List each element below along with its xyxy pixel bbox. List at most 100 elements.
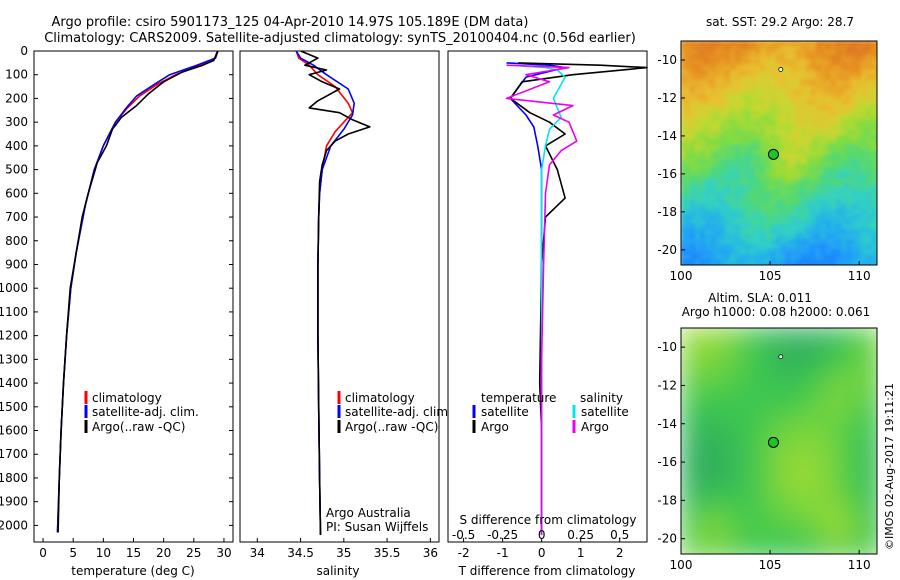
heat-cell [815,347,823,355]
heat-cell [725,69,733,77]
heat-cell [730,422,738,430]
heat-cell [775,442,783,450]
heat-cell [760,199,768,207]
heat-cell [700,422,708,430]
heat-cell [720,467,728,475]
heat-cell [745,229,753,237]
heat-cell [820,482,828,490]
heat-cell [795,219,803,227]
heat-cell [755,104,763,112]
heat-cell [740,104,748,112]
legend-t-satellite: satellite [481,405,529,419]
heat-cell [775,477,783,485]
heat-cell [705,189,713,197]
heat-cell [730,119,738,127]
heat-cell [765,139,773,147]
y-tick-label: 400 [5,139,28,153]
heat-cell [690,69,697,77]
heat-cell [840,507,848,515]
heat-cell [775,41,783,47]
heat-cell [775,507,783,515]
heat-cell [805,387,813,395]
heat-cell [695,209,702,217]
heat-cell [835,49,843,57]
heat-cell [800,417,808,425]
heat-cell [865,417,873,425]
heat-cell [765,447,773,455]
heat-cell [790,402,798,410]
heat-cell [685,507,692,515]
heat-cell [810,124,818,132]
heat-cell [815,372,823,380]
heat-cell [825,462,833,470]
heat-cell [681,199,687,207]
heat-cell [860,332,868,339]
heat-cell [800,169,808,177]
heat-cell [725,239,733,246]
heat-cell [681,507,687,515]
heat-cell [705,184,713,192]
heat-cell [745,179,753,187]
heat-cell [845,159,853,167]
heat-cell [720,41,728,47]
heat-cell [830,139,838,147]
heat-cell [830,377,838,385]
heat-cell [805,532,813,540]
x-tick-label: 34 [250,546,265,560]
heat-cell [785,204,793,212]
heat-cell [795,362,803,370]
heat-cell [750,109,758,117]
heat-cell [790,94,798,102]
heat-cell [840,382,848,390]
heat-cell [730,184,738,192]
heat-cell [835,537,843,545]
heat-cell [760,49,768,57]
heat-cell [805,537,813,545]
heat-cell [870,332,877,339]
heat-cell [845,94,853,102]
heat-cell [785,189,793,197]
heat-cell [715,462,723,470]
heat-cell [870,209,877,217]
heat-cell [710,402,718,410]
heat-cell [745,457,753,465]
heat-cell [860,89,868,97]
heat-cell [795,457,803,465]
heat-cell [725,149,733,157]
heat-cell [840,412,848,420]
heat-cell [681,472,687,480]
heat-cell [800,119,808,127]
heat-cell [765,114,773,122]
heat-cell [870,352,877,360]
heat-cell [855,74,863,82]
heat-cell [715,397,723,405]
heat-cell [850,427,858,435]
heat-cell [681,487,687,495]
heat-cell [815,229,823,237]
heat-cell [810,357,818,365]
heat-cell [690,219,697,227]
heat-cell [795,472,803,480]
heat-cell [725,517,733,525]
heat-cell [825,199,833,207]
heat-cell [710,527,718,535]
heat-cell [815,94,823,102]
heat-cell [715,537,723,545]
heat-cell [825,522,833,530]
heat-cell [790,239,798,246]
heat-cell [870,239,877,246]
heat-cell [690,507,697,515]
heat-cell [700,99,708,107]
heat-cell [825,239,833,246]
heat-cell [735,104,743,112]
heat-cell [780,41,788,47]
heat-cell [720,527,728,535]
heat-cell [805,392,813,400]
heat-cell [780,209,788,217]
heat-cell [745,382,753,390]
heat-cell [695,89,702,97]
heat-cell [700,492,708,500]
heat-cell [850,124,858,132]
heat-cell [825,74,833,82]
